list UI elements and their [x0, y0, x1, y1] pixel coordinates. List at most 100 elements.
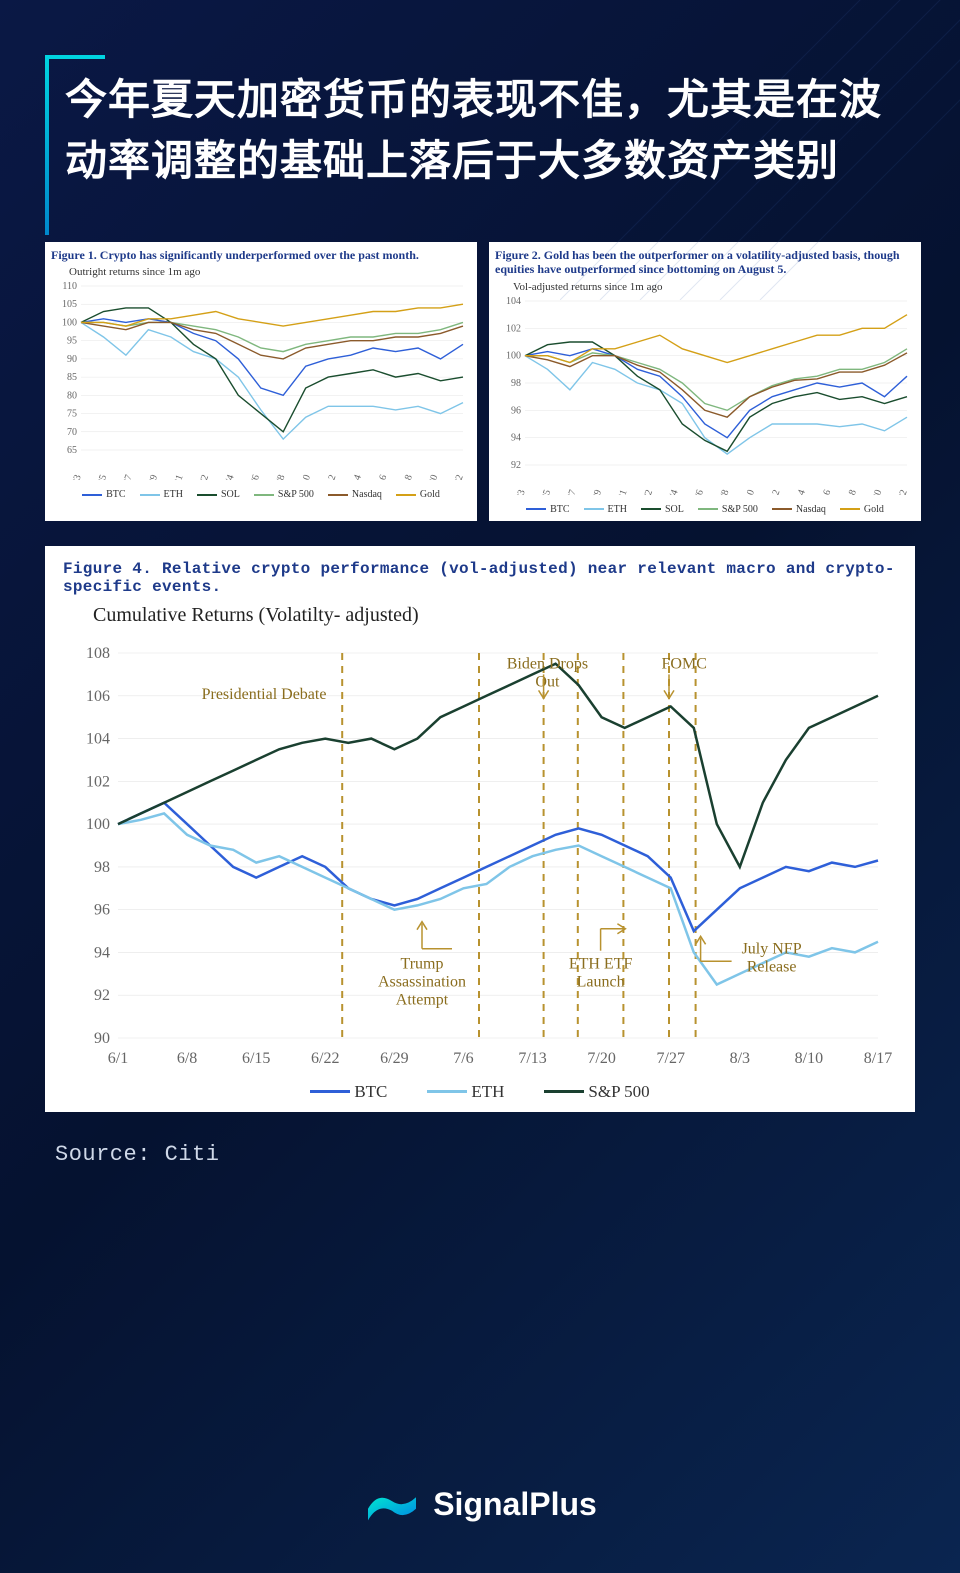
source-label: Source: Citi — [0, 1112, 960, 1167]
chart-figure-4: Figure 4. Relative crypto performance (v… — [45, 546, 915, 1112]
chart4-title: Figure 4. Relative crypto performance (v… — [63, 560, 897, 596]
svg-text:108: 108 — [86, 645, 110, 662]
svg-text:106: 106 — [86, 687, 110, 704]
svg-text:Presidential Debate: Presidential Debate — [202, 686, 327, 703]
svg-text:95: 95 — [67, 336, 77, 347]
svg-text:6/15: 6/15 — [242, 1050, 270, 1067]
chart-figure-1: Figure 1. Crypto has significantly under… — [45, 242, 477, 521]
chart1-title: Figure 1. Crypto has significantly under… — [51, 248, 471, 262]
svg-text:85: 85 — [67, 372, 77, 383]
svg-text:7/31: 7/31 — [169, 473, 185, 480]
brand-name: SignalPlus — [433, 1486, 597, 1523]
svg-text:ETH ETF: ETH ETF — [569, 955, 633, 972]
svg-text:7/23: 7/23 — [67, 473, 83, 480]
svg-text:8/14: 8/14 — [792, 488, 808, 495]
svg-text:7/23: 7/23 — [511, 488, 527, 495]
svg-text:8/20: 8/20 — [424, 473, 440, 480]
svg-text:8/12: 8/12 — [322, 473, 338, 480]
svg-text:8/18: 8/18 — [842, 488, 858, 495]
svg-text:8/4: 8/4 — [222, 473, 237, 480]
svg-text:6/1: 6/1 — [108, 1050, 128, 1067]
svg-text:7/27: 7/27 — [657, 1050, 685, 1067]
big-chart-wrap: Figure 4. Relative crypto performance (v… — [0, 521, 960, 1112]
svg-text:8/3: 8/3 — [730, 1050, 750, 1067]
svg-text:92: 92 — [94, 987, 110, 1004]
svg-text:102: 102 — [506, 323, 521, 334]
svg-text:8/10: 8/10 — [297, 473, 313, 480]
svg-text:100: 100 — [86, 816, 110, 833]
svg-text:7/29: 7/29 — [588, 488, 604, 495]
svg-text:8/10: 8/10 — [795, 1050, 823, 1067]
svg-text:8/2: 8/2 — [640, 488, 655, 495]
svg-text:8/18: 8/18 — [398, 473, 414, 480]
svg-text:80: 80 — [67, 391, 77, 402]
svg-text:7/13: 7/13 — [518, 1050, 546, 1067]
svg-text:98: 98 — [511, 378, 521, 389]
svg-text:7/25: 7/25 — [93, 473, 109, 480]
svg-text:96: 96 — [511, 405, 521, 416]
chart4-legend: BTCETHS&P 500 — [63, 1082, 897, 1102]
svg-text:90: 90 — [67, 354, 77, 365]
svg-text:94: 94 — [511, 432, 521, 443]
page-headline: 今年夏天加密货币的表现不佳，尤其是在波动率调整的基础上落后于大多数资产类别 — [65, 70, 905, 192]
svg-text:8/22: 8/22 — [893, 488, 909, 495]
svg-text:104: 104 — [506, 296, 521, 307]
svg-text:Attempt: Attempt — [396, 991, 449, 1008]
svg-text:8/16: 8/16 — [373, 473, 389, 480]
chart2-legend: BTCETHSOLS&P 500NasdaqGold — [495, 504, 915, 515]
svg-text:8/6: 8/6 — [691, 488, 706, 495]
svg-text:7/6: 7/6 — [453, 1050, 473, 1067]
svg-text:6/22: 6/22 — [311, 1050, 339, 1067]
svg-text:6/8: 6/8 — [177, 1050, 197, 1067]
chart2-svg: 92 94 96 98 100 102 104 7/23 7/25 7/27 7/29 7/31 8/2… — [495, 295, 915, 495]
svg-text:70: 70 — [67, 427, 77, 438]
svg-text:102: 102 — [86, 773, 110, 790]
svg-text:96: 96 — [94, 901, 110, 918]
svg-text:7/27: 7/27 — [118, 473, 134, 480]
svg-text:92: 92 — [511, 460, 521, 471]
svg-text:8/4: 8/4 — [666, 488, 681, 495]
svg-text:8/6: 8/6 — [247, 473, 262, 480]
svg-text:8/20: 8/20 — [868, 488, 884, 495]
svg-text:8/22: 8/22 — [449, 473, 465, 480]
svg-text:65: 65 — [67, 445, 77, 456]
svg-text:98: 98 — [94, 858, 110, 875]
svg-text:July NFP: July NFP — [742, 940, 802, 957]
svg-text:100: 100 — [506, 350, 521, 361]
svg-text:7/25: 7/25 — [537, 488, 553, 495]
svg-text:7/27: 7/27 — [562, 488, 578, 495]
chart4-svg: 90 92 94 96 98 100 102 104 106 108 6/1 6/8 6/15 6/22 6… — [63, 633, 893, 1073]
svg-text:100: 100 — [62, 318, 77, 329]
svg-text:FOMC: FOMC — [662, 655, 707, 672]
svg-text:75: 75 — [67, 409, 77, 420]
accent-bar-h — [45, 55, 105, 59]
svg-text:8/8: 8/8 — [273, 473, 288, 480]
svg-text:104: 104 — [86, 730, 110, 747]
svg-text:8/16: 8/16 — [817, 488, 833, 495]
svg-text:8/2: 8/2 — [196, 473, 211, 480]
svg-text:Out: Out — [535, 673, 560, 690]
svg-text:6/29: 6/29 — [380, 1050, 408, 1067]
chart4-subtitle: Cumulative Returns (Volatilty- adjusted) — [93, 604, 897, 627]
svg-text:Trump: Trump — [401, 955, 444, 972]
chart1-subtitle: Outright returns since 1m ago — [69, 266, 471, 278]
svg-text:7/31: 7/31 — [613, 488, 629, 495]
svg-text:Release: Release — [747, 958, 797, 975]
svg-text:Launch: Launch — [577, 973, 625, 990]
svg-text:90: 90 — [94, 1030, 110, 1047]
svg-text:7/29: 7/29 — [144, 473, 160, 480]
svg-text:Assassination: Assassination — [378, 973, 466, 990]
chart1-legend: BTCETHSOLS&P 500NasdaqGold — [51, 489, 471, 500]
chart1-svg: 65 70 75 80 85 90 95 100 105 110 7/23 7/25 7/27 7/29 7… — [51, 280, 471, 480]
svg-text:110: 110 — [62, 281, 77, 292]
svg-text:105: 105 — [62, 299, 77, 310]
svg-text:8/12: 8/12 — [766, 488, 782, 495]
accent-bar-v — [45, 55, 49, 235]
svg-text:8/10: 8/10 — [741, 488, 757, 495]
svg-text:94: 94 — [94, 944, 110, 961]
svg-text:8/17: 8/17 — [864, 1050, 892, 1067]
footer: SignalPlus — [0, 1480, 960, 1528]
svg-text:8/14: 8/14 — [348, 473, 364, 480]
svg-text:Biden Drops: Biden Drops — [507, 655, 588, 672]
svg-text:8/8: 8/8 — [717, 488, 732, 495]
